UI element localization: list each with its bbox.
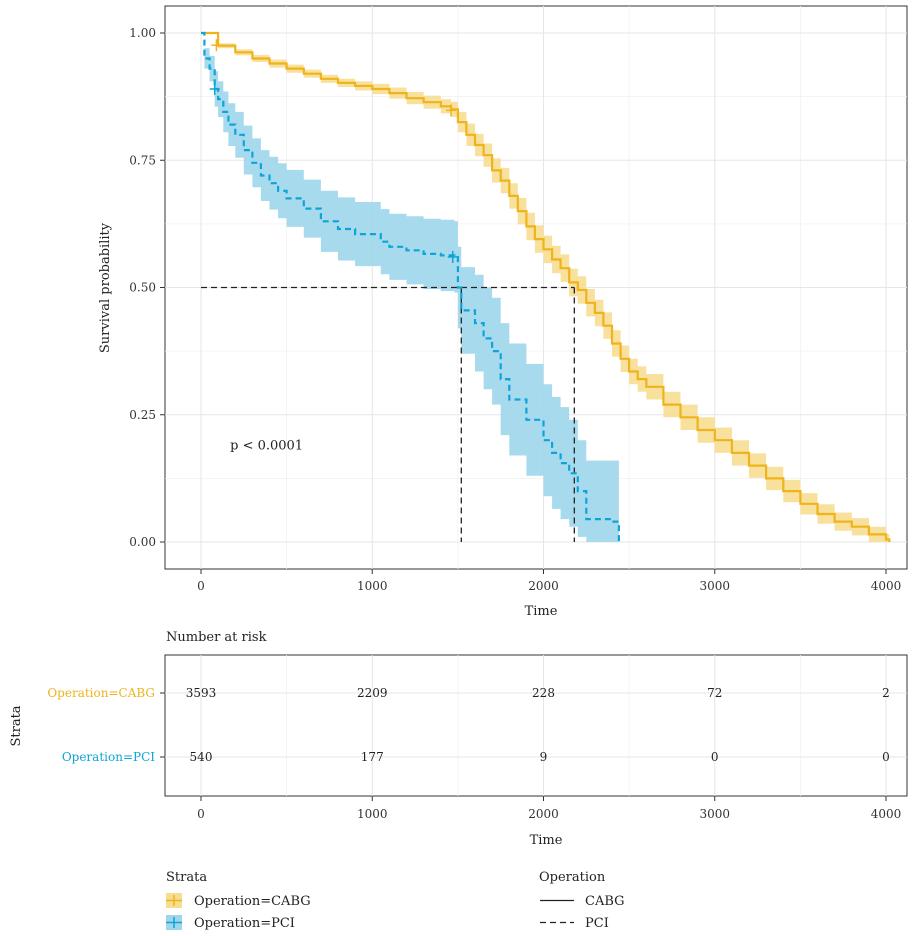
risk-x-axis-ticks: 0 1000 2000 3000 4000	[197, 796, 901, 821]
legend: Strata Operation=CABG Operation=PCI Oper…	[166, 870, 625, 931]
x-tick-label: 1000	[357, 579, 388, 593]
median-lines	[201, 286, 575, 542]
risk-table: Number at risk 3593 2209 228 72 2 540 177 9 0 0 O…	[9, 630, 908, 848]
legend-label-pci: Operation=PCI	[194, 916, 295, 931]
risk-row-label: Operation=PCI	[62, 750, 155, 764]
risk-grid	[165, 655, 907, 796]
risk-x-tick-label: 1000	[357, 807, 388, 821]
risk-cell: 2209	[357, 686, 388, 700]
risk-table-cells: 3593 2209 228 72 2 540 177 9 0 0	[186, 686, 890, 764]
legend-operation-title: Operation	[539, 870, 606, 885]
confidence-band-pci	[201, 33, 619, 542]
x-tick-label: 2000	[528, 579, 559, 593]
risk-x-tick-label: 2000	[528, 807, 559, 821]
legend-item-pci: Operation=PCI	[166, 915, 295, 931]
p-value-annotation: p < 0.0001	[230, 438, 303, 453]
legend-label-op-cabg: CABG	[585, 894, 625, 909]
y-tick-label: 0.25	[129, 408, 156, 422]
risk-table-title: Number at risk	[166, 630, 267, 645]
risk-cell: 2	[882, 686, 890, 700]
censor-marks	[209, 39, 458, 263]
legend-label-cabg: Operation=CABG	[194, 894, 311, 909]
legend-label-op-pci: PCI	[585, 916, 609, 931]
survival-curve-pci	[201, 31, 620, 542]
legend-item-cabg: Operation=CABG	[166, 893, 311, 909]
risk-y-axis-title: Strata	[9, 705, 24, 746]
risk-cell: 0	[711, 750, 719, 764]
x-axis-ticks: 0 1000 2000 3000 4000	[197, 569, 901, 593]
risk-cell: 540	[190, 750, 213, 764]
y-axis-title: Survival probability	[98, 222, 113, 353]
risk-x-tick-label: 0	[197, 807, 205, 821]
survival-curve-cabg	[201, 31, 891, 542]
y-tick-label: 0.50	[129, 281, 156, 295]
confidence-bands	[201, 33, 890, 542]
x-axis-title: Time	[525, 604, 558, 619]
legend-item-op-cabg: CABG	[540, 894, 625, 909]
risk-cell: 72	[707, 686, 722, 700]
legend-item-op-pci: PCI	[540, 916, 609, 931]
risk-x-tick-label: 3000	[699, 807, 730, 821]
risk-cell: 3593	[186, 686, 217, 700]
risk-row-label: Operation=CABG	[47, 686, 155, 700]
risk-cell: 228	[532, 686, 555, 700]
risk-cell: 9	[540, 750, 548, 764]
y-tick-label: 1.00	[129, 26, 156, 40]
x-tick-label: 4000	[871, 579, 902, 593]
risk-x-axis-title: Time	[530, 833, 563, 848]
survival-curves	[201, 31, 891, 542]
y-tick-label: 0.00	[129, 535, 156, 549]
x-tick-label: 0	[197, 579, 205, 593]
y-tick-label: 0.75	[129, 153, 156, 167]
risk-strata-labels: Operation=CABG Operation=PCI	[47, 686, 165, 764]
risk-cell: 0	[882, 750, 890, 764]
main-plot: 0 1000 2000 3000 4000 0.00 0.25 0.50 0.75 1.00 p…	[98, 5, 908, 619]
legend-strata-title: Strata	[166, 870, 207, 885]
y-axis-ticks: 0.00 0.25 0.50 0.75 1.00	[129, 26, 165, 549]
x-tick-label: 3000	[699, 579, 730, 593]
risk-x-tick-label: 4000	[871, 807, 902, 821]
risk-table-panel	[164, 654, 908, 797]
risk-cell: 177	[361, 750, 384, 764]
